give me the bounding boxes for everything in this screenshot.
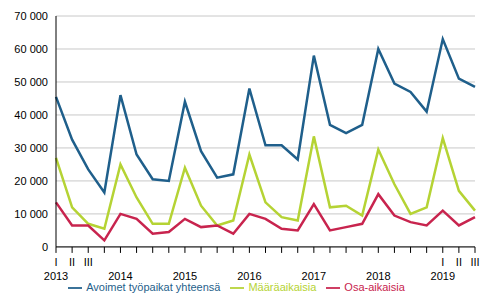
svg-text:2017: 2017	[302, 270, 326, 282]
svg-text:2018: 2018	[366, 270, 390, 282]
svg-text:2014: 2014	[108, 270, 132, 282]
svg-text:60 000: 60 000	[14, 43, 48, 55]
svg-text:III: III	[470, 256, 479, 268]
svg-text:50 000: 50 000	[14, 76, 48, 88]
svg-text:10 000: 10 000	[14, 208, 48, 220]
svg-text:2013: 2013	[44, 270, 68, 282]
html-text:Osa-aikaisia: Osa-aikaisia	[344, 280, 405, 293]
html-text:Määräaikaisia: Määräaikaisia	[248, 280, 317, 293]
svg-text:20 000: 20 000	[14, 175, 48, 187]
svg-text:40 000: 40 000	[14, 109, 48, 121]
svg-text:2016: 2016	[237, 270, 261, 282]
svg-text:2015: 2015	[173, 270, 197, 282]
svg-text:III: III	[84, 256, 93, 268]
svg-text:II: II	[456, 256, 462, 268]
svg-text:I: I	[441, 256, 444, 268]
svg-text:II: II	[69, 256, 75, 268]
svg-text:70 000: 70 000	[14, 10, 48, 22]
svg-text:I: I	[54, 256, 57, 268]
html-text:Avoimet työpaikat yhteensä: Avoimet työpaikat yhteensä	[86, 280, 221, 293]
svg-text:2019: 2019	[431, 270, 455, 282]
svg-text:0: 0	[42, 241, 48, 253]
svg-text:30 000: 30 000	[14, 142, 48, 154]
